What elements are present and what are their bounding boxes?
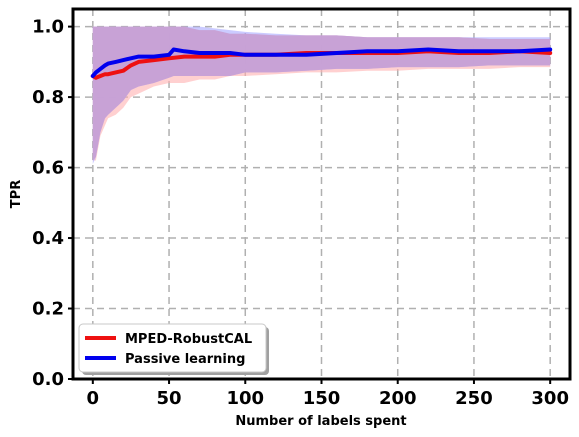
y-tick-label: 0.8 <box>32 87 64 108</box>
x-axis-label: Number of labels spent <box>235 414 406 429</box>
legend-label-mped-robustcal: MPED-RobustCAL <box>125 332 252 347</box>
y-axis-label: TPR <box>9 180 24 208</box>
y-tick-label: 0.6 <box>32 158 64 179</box>
y-tick-label: 1.0 <box>32 17 64 38</box>
series-lines <box>90 47 553 80</box>
x-axis-ticks: 0 50 100 150 200 250 300 <box>87 379 569 409</box>
x-tick-label: 250 <box>455 388 493 409</box>
line-passive-learning <box>90 47 553 78</box>
legend-label-passive-learning: Passive learning <box>125 352 245 367</box>
legend-box <box>78 323 267 373</box>
x-tick-label: 300 <box>531 388 569 409</box>
x-tick-label: 150 <box>303 388 341 409</box>
y-tick-label: 0.4 <box>32 228 64 249</box>
band-overlap <box>92 26 551 161</box>
x-tick-label: 200 <box>379 388 417 409</box>
legend: MPED-RobustCAL Passive learning <box>78 323 269 375</box>
x-tick-label: 0 <box>87 388 100 409</box>
y-axis-ticks: 0.0 0.2 0.4 0.6 0.8 1.0 <box>32 17 73 390</box>
y-tick-label: 0.0 <box>32 369 64 390</box>
x-tick-label: 100 <box>226 388 264 409</box>
x-tick-label: 50 <box>157 388 182 409</box>
confidence-bands <box>92 26 551 164</box>
y-tick-label: 0.2 <box>32 299 64 320</box>
